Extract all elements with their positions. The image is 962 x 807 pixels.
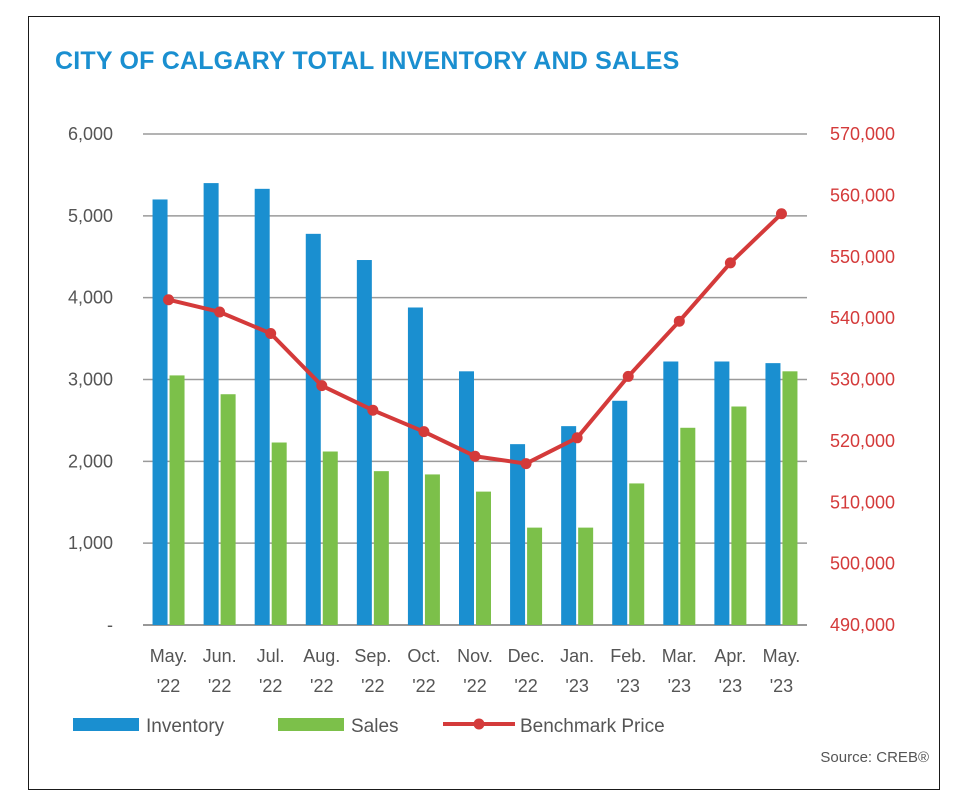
x-tick-label: Jul. bbox=[257, 646, 285, 666]
inventory-bar bbox=[152, 199, 168, 625]
x-tick-label-year: '22 bbox=[310, 676, 333, 696]
inventory-bar bbox=[459, 371, 474, 625]
x-tick-label: May. bbox=[763, 646, 801, 666]
sales-bar bbox=[578, 527, 594, 625]
benchmark-price-point bbox=[775, 208, 787, 220]
x-tick-label: Feb. bbox=[610, 646, 646, 666]
x-tick-label-year: '22 bbox=[208, 676, 231, 696]
x-tick-label: Oct. bbox=[407, 646, 440, 666]
x-tick-label-year: '23 bbox=[719, 676, 742, 696]
sales-bar bbox=[629, 483, 645, 625]
inventory-bar bbox=[203, 183, 219, 625]
y-right-tick-label: 520,000 bbox=[830, 431, 895, 451]
x-tick-label: May. bbox=[150, 646, 188, 666]
legend-inventory-swatch bbox=[73, 718, 139, 731]
x-tick-label-year: '22 bbox=[514, 676, 537, 696]
y-left-tick-label: 6,000 bbox=[68, 124, 113, 144]
y-left-tick-label: 4,000 bbox=[68, 288, 113, 308]
x-tick-label-year: '23 bbox=[770, 676, 793, 696]
y-left-tick-label: 1,000 bbox=[68, 533, 113, 553]
x-tick-label: Mar. bbox=[662, 646, 697, 666]
benchmark-price-point bbox=[469, 450, 481, 462]
benchmark-price-point bbox=[622, 370, 634, 382]
legend-inventory-label: Inventory bbox=[146, 716, 225, 737]
sales-bar bbox=[476, 491, 491, 625]
x-tick-label: Dec. bbox=[508, 646, 545, 666]
benchmark-price-point bbox=[163, 294, 175, 306]
benchmark-price-point bbox=[214, 306, 226, 318]
sales-bar bbox=[527, 527, 543, 625]
inventory-bar bbox=[356, 260, 372, 625]
benchmark-price-point bbox=[367, 404, 379, 416]
benchmark-price-point bbox=[673, 315, 685, 327]
inventory-bar bbox=[510, 444, 526, 625]
y-right-tick-label: 570,000 bbox=[830, 124, 895, 144]
y-right-tick-label: 560,000 bbox=[830, 185, 895, 205]
benchmark-price-point bbox=[571, 432, 583, 444]
chart-title: CITY OF CALGARY TOTAL INVENTORY AND SALE… bbox=[55, 47, 680, 75]
sales-bar bbox=[424, 474, 440, 625]
y-left-tick-label: 3,000 bbox=[68, 370, 113, 390]
source-note: Source: CREB® bbox=[820, 749, 929, 766]
sales-bar bbox=[322, 451, 338, 625]
benchmark-price-point bbox=[520, 458, 532, 470]
inventory-bar bbox=[305, 233, 321, 625]
x-tick-label: Nov. bbox=[457, 646, 493, 666]
sales-bar bbox=[271, 442, 287, 625]
inventory-bar bbox=[714, 361, 730, 625]
x-tick-label: Aug. bbox=[303, 646, 340, 666]
inventory-bar bbox=[765, 363, 781, 625]
x-tick-label-year: '22 bbox=[361, 676, 384, 696]
sales-bar bbox=[782, 371, 798, 625]
legend-sales-label: Sales bbox=[351, 716, 399, 737]
inventory-bar bbox=[561, 426, 577, 625]
y-right-tick-label: 510,000 bbox=[830, 492, 895, 512]
x-tick-label-year: '22 bbox=[157, 676, 180, 696]
sales-bar bbox=[373, 471, 389, 625]
benchmark-price-point bbox=[418, 426, 430, 438]
x-tick-label-year: '22 bbox=[259, 676, 282, 696]
y-right-tick-label: 490,000 bbox=[830, 615, 895, 635]
x-tick-label-year: '23 bbox=[668, 676, 691, 696]
y-left-tick-label: 2,000 bbox=[68, 451, 113, 471]
x-tick-label-year: '22 bbox=[412, 676, 435, 696]
legend-price-label: Benchmark Price bbox=[520, 716, 665, 737]
x-tick-label: Jun. bbox=[203, 646, 237, 666]
inventory-bar bbox=[254, 188, 270, 625]
inventory-bar bbox=[663, 361, 679, 625]
x-tick-label: Apr. bbox=[714, 646, 746, 666]
x-tick-label-year: '23 bbox=[616, 676, 639, 696]
inventory-bar bbox=[407, 307, 423, 625]
legend-price-marker bbox=[473, 718, 485, 730]
y-left-tick-label: - bbox=[107, 615, 113, 635]
x-tick-label-year: '22 bbox=[463, 676, 486, 696]
x-tick-label: Sep. bbox=[354, 646, 391, 666]
sales-bar bbox=[220, 394, 236, 625]
sales-bar bbox=[169, 375, 185, 625]
sales-bar bbox=[680, 427, 696, 625]
y-right-tick-label: 500,000 bbox=[830, 554, 895, 574]
y-right-tick-label: 530,000 bbox=[830, 370, 895, 390]
benchmark-price-point bbox=[265, 327, 277, 339]
y-right-tick-label: 540,000 bbox=[830, 308, 895, 328]
sales-bar bbox=[731, 406, 747, 625]
inventory-bar bbox=[612, 400, 628, 625]
x-tick-label: Jan. bbox=[560, 646, 594, 666]
x-tick-label-year: '23 bbox=[565, 676, 588, 696]
y-left-tick-label: 5,000 bbox=[68, 206, 113, 226]
benchmark-price-point bbox=[724, 257, 736, 269]
benchmark-price-point bbox=[316, 380, 328, 392]
y-right-tick-label: 550,000 bbox=[830, 247, 895, 267]
legend-sales-swatch bbox=[278, 718, 344, 731]
